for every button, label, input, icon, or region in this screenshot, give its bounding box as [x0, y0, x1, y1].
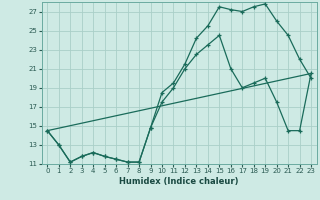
X-axis label: Humidex (Indice chaleur): Humidex (Indice chaleur) [119, 177, 239, 186]
